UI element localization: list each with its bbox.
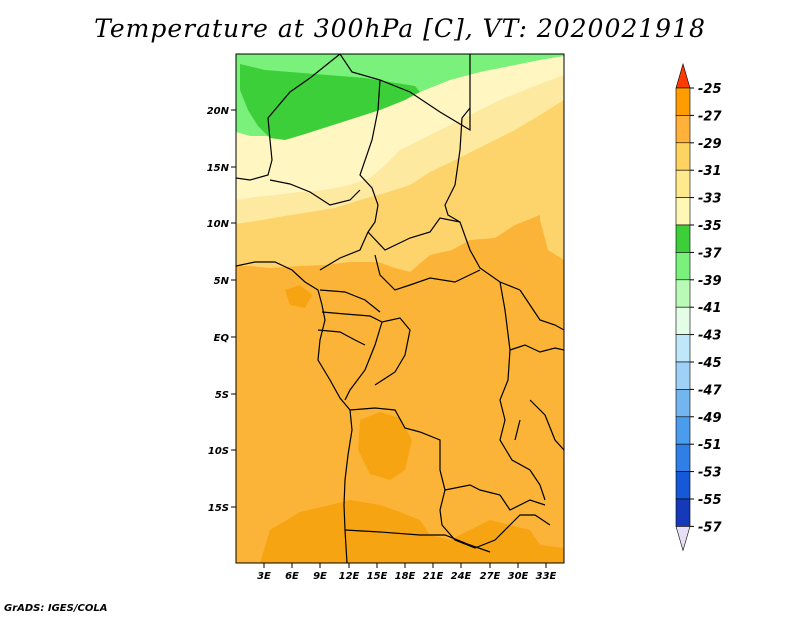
border-gabon [317,329,366,346]
coastline [236,261,353,563]
colorbar-segment [675,334,691,363]
border-zambia [439,489,551,549]
field-dark-green [240,64,420,140]
border-namibia [344,494,546,553]
lon-label: 21E [423,571,444,582]
lat-label: 5S [215,390,229,401]
border-nigeria-cameroon [269,179,381,313]
colorbar-segment [675,389,691,418]
colorbar-segment [675,87,691,116]
colorbar-label: -53 [698,466,722,481]
map-frame [235,53,565,564]
colorbar-segment [675,252,691,281]
colorbar-label: -31 [698,164,722,179]
border-niger-chad [236,54,341,181]
lon-label: 27E [480,571,501,582]
colorbar-label: -29 [698,137,722,152]
lon-label: 9E [313,571,327,582]
colorbar-label: -37 [698,246,722,261]
lon-label: 12E [339,571,360,582]
colorbar-segment [675,224,691,253]
colorbar-label: -33 [698,192,722,207]
temperature-field [236,54,564,563]
field-dark-orange-south [260,500,564,563]
colorbar-label: -45 [698,356,722,371]
field-light-orange-east [540,170,564,260]
border-east-lakes [509,289,564,451]
lon-label: 24E [451,571,472,582]
lat-label: 15N [207,163,230,174]
colorbar-label: -25 [698,82,722,97]
colorbar-label: -39 [698,274,722,289]
colorbar-segment [675,169,691,198]
colorbar-segment [675,115,691,144]
lat-label: 5N [214,276,230,287]
colorbar-label: -47 [698,383,722,398]
colorbar-segment [675,498,691,527]
lat-label: 10N [207,219,230,230]
country-borders [236,54,564,563]
colorbar-label: -55 [698,493,722,508]
field-dark-orange-patch [285,285,312,308]
lat-label: 20N [207,106,230,117]
lon-label: 33E [536,571,557,582]
colorbar-label: -51 [698,438,722,453]
colorbar-segment [675,306,691,335]
lon-label: 30E [508,571,529,582]
lat-label: 10S [208,446,229,457]
lon-label: 15E [367,571,388,582]
colorbar-label: -57 [698,520,722,535]
colorbar-label: -35 [698,219,722,234]
lat-label: EQ [214,333,230,344]
border-congo [321,311,411,401]
colorbar-label: -49 [698,411,722,426]
field-dark-orange-angola [358,412,412,480]
colorbar-segment [675,279,691,308]
colorbar-segment [675,197,691,226]
lon-label: 6E [285,571,299,582]
border-libya-chad [339,54,471,132]
chart-title: Temperature at 300hPa [C], VT: 202002191… [94,14,706,43]
colorbar-bottom-arrow [675,526,691,552]
border-angola [349,407,501,496]
border-drc-east [499,281,546,501]
colorbar-label: -41 [698,301,722,316]
colorbar-segment [675,142,691,171]
colorbar-segment [675,443,691,472]
colorbar-top-arrow [675,62,691,89]
colorbar-label: -43 [698,329,722,344]
lon-label: 18E [395,571,416,582]
border-chad-sudan [359,79,381,233]
colorbar-segment [675,471,691,500]
lon-label: 3E [257,571,271,582]
grads-credit: GrADS: IGES/COLA [4,603,108,614]
border-car [367,217,481,291]
border-sudan [444,107,521,291]
colorbar-segment [675,361,691,390]
lat-label: 15S [208,503,229,514]
colorbar-label: -27 [698,109,722,124]
colorbar: -25 -27 -29 -31 -33 -35 -37 -39 -41 -43 -45 -47 -49 -… [675,62,722,552]
latitude-axis: 20N 15N 10N 5N EQ 5S 10S 15S [207,106,236,514]
colorbar-segment [675,416,691,445]
longitude-axis: 3E 6E 9E 12E 15E 18E 21E 24E 27E 30E 33E [257,563,557,582]
